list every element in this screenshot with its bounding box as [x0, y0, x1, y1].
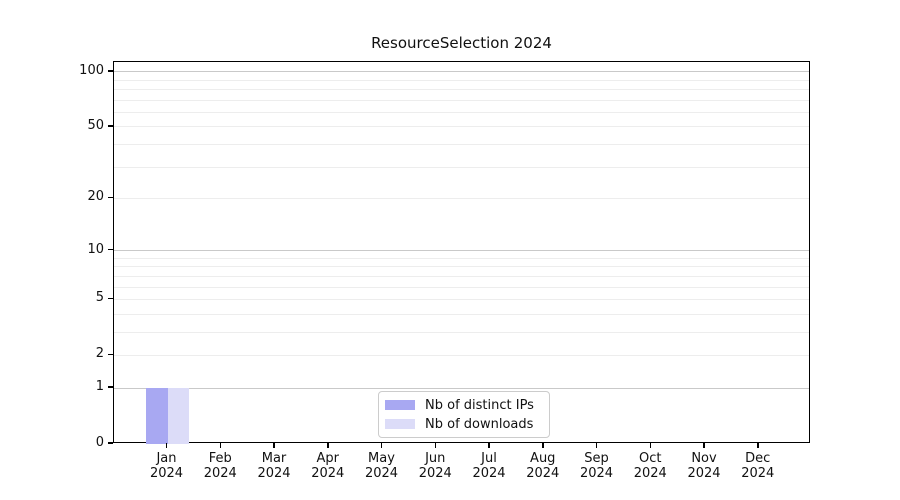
- x-tick-label-feb: Feb 2024: [193, 451, 247, 481]
- x-tick-year: 2024: [579, 466, 614, 481]
- y-tick-label: 20: [87, 189, 104, 205]
- legend: Nb of distinct IPs Nb of downloads: [378, 391, 550, 438]
- x-tick-label-oct: Oct 2024: [623, 451, 677, 481]
- x-tick-label-nov: Nov 2024: [677, 451, 731, 481]
- x-tick-month: Aug: [530, 451, 556, 466]
- gridlines-layer: [114, 62, 809, 442]
- y-tick-label: 0: [95, 435, 104, 450]
- x-tick-month: Jul: [481, 451, 497, 466]
- legend-item-downloads: Nb of downloads: [385, 415, 541, 433]
- legend-label-distinct-ips: Nb of distinct IPs: [425, 397, 534, 413]
- x-tick-year: 2024: [203, 466, 237, 481]
- x-tick-label-may: May 2024: [355, 451, 409, 481]
- x-tick-month: Dec: [745, 451, 771, 466]
- gridline-minor: [114, 298, 809, 300]
- x-tick-mark: [327, 443, 329, 448]
- x-tick-label-jan: Jan 2024: [140, 451, 194, 481]
- x-tick-mark: [542, 443, 544, 448]
- x-tick-year: 2024: [526, 466, 560, 481]
- x-tick-mark: [757, 443, 759, 448]
- gridline-minor: [114, 79, 809, 81]
- gridline-minor: [114, 286, 809, 288]
- y-tick-label: 1: [95, 379, 104, 395]
- x-tick-year: 2024: [633, 466, 667, 481]
- gridline-minor: [114, 99, 809, 101]
- x-tick-month: Jan: [156, 451, 177, 466]
- gridline-minor: [114, 166, 809, 168]
- x-tick-month: Oct: [639, 451, 662, 466]
- x-tick-label-dec: Dec 2024: [731, 451, 785, 481]
- x-tick-mark: [703, 443, 705, 448]
- x-tick-label-jul: Jul 2024: [462, 451, 516, 481]
- gridline-major: [114, 387, 809, 389]
- y-tick-label: 2: [95, 346, 104, 362]
- y-tick-label: 100: [79, 62, 104, 78]
- gridline-minor: [114, 111, 809, 113]
- gridline-minor: [114, 89, 809, 91]
- gridline-major: [114, 71, 809, 73]
- x-tick-mark: [649, 443, 651, 448]
- x-tick-month: May: [368, 451, 395, 466]
- legend-item-distinct-ips: Nb of distinct IPs: [385, 396, 541, 414]
- chart-title: ResourceSelection 2024: [371, 34, 552, 52]
- gridline-minor: [114, 331, 809, 333]
- legend-swatch-downloads: [385, 419, 415, 429]
- y-tick-label: 50: [87, 117, 104, 133]
- x-tick-year: 2024: [364, 466, 399, 481]
- x-tick-mark: [380, 443, 383, 448]
- gridline-minor: [114, 266, 809, 268]
- x-tick-label-apr: Apr 2024: [301, 451, 355, 481]
- x-tick-label-mar: Mar 2024: [247, 451, 301, 481]
- gridline-minor: [114, 275, 809, 277]
- x-tick-mark: [434, 443, 436, 448]
- x-tick-year: 2024: [311, 466, 345, 481]
- y-tick-label: 5: [95, 290, 104, 306]
- x-tick-year: 2024: [418, 466, 452, 481]
- gridline-minor: [114, 197, 809, 199]
- x-tick-mark: [273, 443, 275, 448]
- x-tick-month: Apr: [316, 451, 340, 466]
- x-tick-label-aug: Aug 2024: [516, 451, 570, 481]
- x-tick-year: 2024: [687, 466, 721, 481]
- x-tick-mark: [595, 443, 598, 448]
- bar-nb-of-downloads-jan: [167, 388, 189, 444]
- x-tick-label-jun: Jun 2024: [408, 451, 462, 481]
- plot-area: [113, 61, 810, 444]
- gridline-minor: [114, 354, 809, 356]
- x-tick-month: Mar: [261, 451, 287, 466]
- gridline-minor: [114, 143, 809, 145]
- bars-layer: [114, 62, 809, 444]
- gridline-minor: [114, 313, 809, 315]
- x-tick-month: Feb: [208, 451, 232, 466]
- x-tick-year: 2024: [149, 466, 184, 481]
- x-tick-month: Sep: [584, 451, 609, 466]
- gridline-minor: [114, 257, 809, 259]
- y-tick-label: 10: [87, 241, 104, 257]
- x-tick-mark: [488, 443, 490, 448]
- gridline-minor: [114, 126, 809, 128]
- legend-label-downloads: Nb of downloads: [425, 416, 534, 432]
- x-tick-label-sep: Sep 2024: [570, 451, 624, 481]
- gridline-major: [114, 250, 809, 252]
- x-tick-month: Nov: [691, 451, 717, 466]
- x-tick-year: 2024: [741, 466, 775, 481]
- x-tick-year: 2024: [472, 466, 506, 481]
- legend-swatch-distinct-ips: [385, 400, 415, 410]
- bar-nb-of-distinct-ips-jan: [146, 388, 168, 444]
- x-tick-year: 2024: [257, 466, 291, 481]
- x-tick-month: Jun: [425, 451, 446, 466]
- x-tick-mark: [219, 443, 221, 448]
